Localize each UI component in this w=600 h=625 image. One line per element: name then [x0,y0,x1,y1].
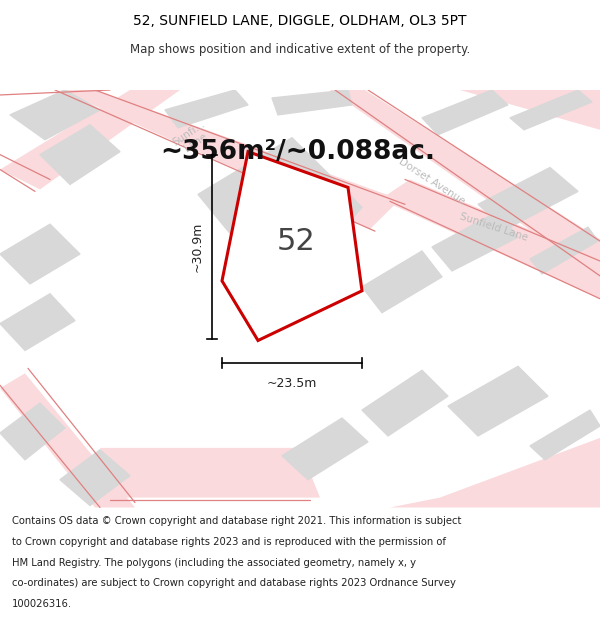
Polygon shape [0,373,135,508]
Polygon shape [60,90,400,229]
Text: Map shows position and indicative extent of the property.: Map shows position and indicative extent… [130,43,470,56]
Polygon shape [40,125,120,184]
Polygon shape [10,90,100,140]
Polygon shape [380,179,600,299]
Polygon shape [0,403,65,460]
Polygon shape [0,224,80,284]
Polygon shape [282,418,368,479]
Text: Sunfield Lane: Sunfield Lane [458,211,529,243]
Text: to Crown copyright and database rights 2023 and is reproduced with the permissio: to Crown copyright and database rights 2… [12,537,446,547]
Polygon shape [362,371,448,436]
Polygon shape [432,211,518,271]
Polygon shape [0,90,180,189]
Polygon shape [460,90,600,130]
Text: Contains OS data © Crown copyright and database right 2021. This information is : Contains OS data © Crown copyright and d… [12,516,461,526]
Polygon shape [362,251,442,312]
Text: 52, SUNFIELD LANE, DIGGLE, OLDHAM, OL3 5PT: 52, SUNFIELD LANE, DIGGLE, OLDHAM, OL3 5… [133,14,467,28]
Polygon shape [530,410,600,460]
Polygon shape [330,90,600,279]
Polygon shape [422,90,508,135]
Text: HM Land Registry. The polygons (including the associated geometry, namely x, y: HM Land Registry. The polygons (includin… [12,558,416,568]
Polygon shape [100,448,320,498]
Polygon shape [222,152,362,341]
Polygon shape [510,90,592,130]
Text: ~30.9m: ~30.9m [191,221,204,272]
Polygon shape [530,227,598,274]
Text: co-ordinates) are subject to Crown copyright and database rights 2023 Ordnance S: co-ordinates) are subject to Crown copyr… [12,578,456,588]
Text: Dorset Avenue: Dorset Avenue [397,156,467,206]
Text: 52: 52 [277,227,316,256]
Polygon shape [60,450,130,506]
Text: ~23.5m: ~23.5m [267,378,317,390]
Polygon shape [165,90,248,128]
Text: 100026316.: 100026316. [12,599,72,609]
Polygon shape [272,90,352,115]
Polygon shape [478,168,578,229]
Text: ~356m²/~0.088ac.: ~356m²/~0.088ac. [161,139,436,164]
Polygon shape [198,138,362,297]
Polygon shape [0,294,75,351]
Polygon shape [390,438,600,508]
Text: Sunfi...
Lane: Sunfi... Lane [171,119,213,157]
Polygon shape [448,366,548,436]
